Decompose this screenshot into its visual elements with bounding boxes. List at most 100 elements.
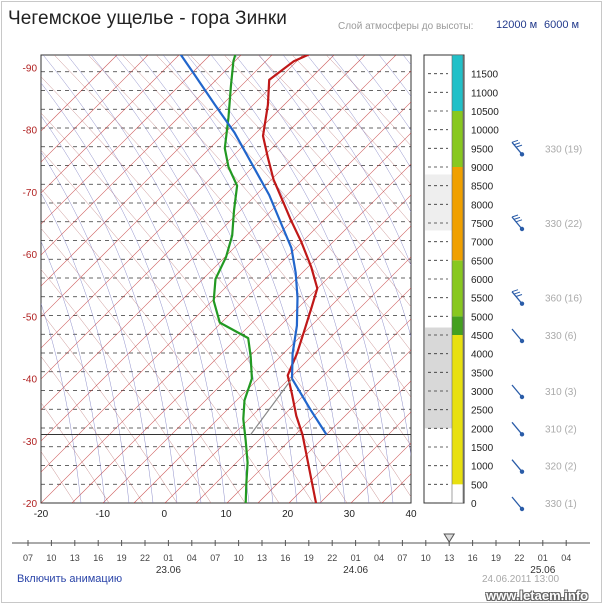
altitude-label: 4000	[471, 350, 494, 361]
moist-adiabat-line	[41, 240, 106, 503]
timeline-hour-label: 01	[538, 553, 548, 563]
isotherm-line	[41, 101, 411, 473]
y-tick-label: -30	[23, 437, 38, 448]
altitude-label: 2500	[471, 406, 494, 417]
altitude-label: 500	[471, 480, 488, 491]
altitude-label: 8500	[471, 182, 494, 193]
wind-barb-staff	[511, 216, 523, 230]
dry-adiabat-line	[189, 55, 411, 308]
watermark: www.letaem.info	[486, 588, 589, 603]
altitude-label: 5500	[471, 294, 494, 305]
wind-barb-staff	[511, 141, 523, 155]
animation-toggle-link[interactable]: Включить анимацию	[17, 573, 123, 585]
wind-barb-icon	[511, 328, 525, 344]
timeline-hour-label: 07	[23, 553, 33, 563]
wind-barb-icon	[511, 214, 525, 232]
dry-adiabat-line	[223, 55, 411, 265]
x-tick-label: -20	[34, 509, 49, 520]
x-tick-label: 20	[282, 509, 294, 520]
cloud-bar-segment	[452, 316, 463, 335]
parcel-base-line	[250, 378, 293, 435]
dry-adiabat-line	[53, 55, 411, 498]
altitude-label: 0	[471, 499, 477, 510]
isotherm-line	[41, 55, 242, 256]
dewpoint-line	[212, 55, 253, 503]
moist-adiabat-line	[41, 82, 202, 503]
cloud-bar-segment	[452, 167, 463, 261]
moist-adiabat-line	[41, 115, 178, 503]
isotherm-line	[71, 163, 411, 503]
timeline-hour-label: 04	[561, 553, 571, 563]
timeline-hour-label: 04	[187, 553, 197, 563]
isotherm-line	[319, 411, 411, 503]
temperature-line	[261, 55, 319, 503]
altitude-label: 4500	[471, 331, 494, 342]
moist-adiabat-line	[258, 55, 411, 338]
altitude-label: 10000	[471, 126, 499, 137]
dry-adiabat-line	[41, 188, 280, 503]
isotherm-line	[444, 0, 605, 503]
wind-label: 320 (2)	[545, 462, 577, 473]
height-option-6000[interactable]: 6000 м	[544, 19, 580, 31]
inversion-shade	[425, 174, 453, 231]
isotherm-line	[41, 55, 366, 380]
isotherm-line	[41, 55, 273, 287]
moist-adiabat-line	[186, 55, 370, 503]
timeline-hour-label: 01	[163, 553, 173, 563]
timeline-hour-label: 16	[468, 553, 478, 563]
wind-label: 310 (2)	[545, 424, 577, 435]
timeline-hour-label: 13	[70, 553, 80, 563]
altitude-label: 11000	[471, 88, 499, 99]
timeline-hour-label: 19	[491, 553, 501, 563]
parcel-line	[179, 55, 328, 436]
wind-barb-dot	[519, 338, 525, 344]
y-tick-label: -80	[23, 126, 38, 137]
altitude-label: 9000	[471, 163, 494, 174]
timeline-hour-label: 22	[140, 553, 150, 563]
moist-adiabat-line	[114, 55, 298, 503]
wind-label: 330 (19)	[545, 144, 582, 155]
cloud-bar-segment	[452, 260, 463, 317]
inversion-shade	[425, 327, 453, 429]
x-tick-label: 0	[162, 509, 168, 520]
wind-barb-staff	[511, 384, 523, 398]
isotherm-line	[102, 194, 411, 503]
moist-adiabat-line	[138, 55, 322, 503]
wind-label: 330 (22)	[545, 219, 582, 230]
wind-barb-staff	[511, 291, 523, 305]
wind-barb-feather	[513, 216, 521, 220]
moist-adiabat-line	[41, 151, 154, 503]
isotherm-line	[41, 55, 211, 225]
wind-barb-dot	[519, 301, 525, 306]
altitude-label: 1000	[471, 462, 494, 473]
moist-adiabat-line	[162, 55, 346, 503]
wind-barb-feather	[515, 219, 523, 223]
wind-label: 360 (16)	[545, 294, 582, 305]
cloud-bar-segment	[452, 55, 463, 111]
wind-barb-icon	[511, 384, 525, 400]
wind-barb-feather	[511, 139, 519, 143]
dry-adiabat-line	[257, 55, 411, 224]
timeline-selector-handle	[443, 533, 456, 543]
timeline-hour-label: 22	[514, 553, 524, 563]
y-tick-label: -90	[23, 63, 38, 74]
altitude-label: 1500	[471, 443, 494, 454]
wind-barb-dot	[519, 394, 525, 400]
height-option-12000[interactable]: 12000 м	[496, 19, 538, 31]
height-label: Слой атмосферы до высоты:	[338, 21, 474, 32]
isotherm-line	[41, 55, 304, 318]
wind-barb-staff	[511, 421, 523, 435]
y-tick-label: -50	[23, 312, 38, 323]
x-tick-label: -10	[95, 509, 110, 520]
altitude-label: 8000	[471, 200, 494, 211]
wind-label: 330 (1)	[545, 499, 577, 510]
wind-barb-feather	[513, 291, 521, 295]
timeline-hour-label: 13	[257, 553, 267, 563]
dry-adiabat-line	[41, 149, 314, 503]
wind-barb-dot	[519, 432, 525, 437]
altitude-label: 6000	[471, 275, 494, 286]
isotherm-line	[41, 55, 335, 349]
isotherm-line	[41, 55, 397, 411]
timeline-date-label: 24.06	[343, 565, 368, 576]
